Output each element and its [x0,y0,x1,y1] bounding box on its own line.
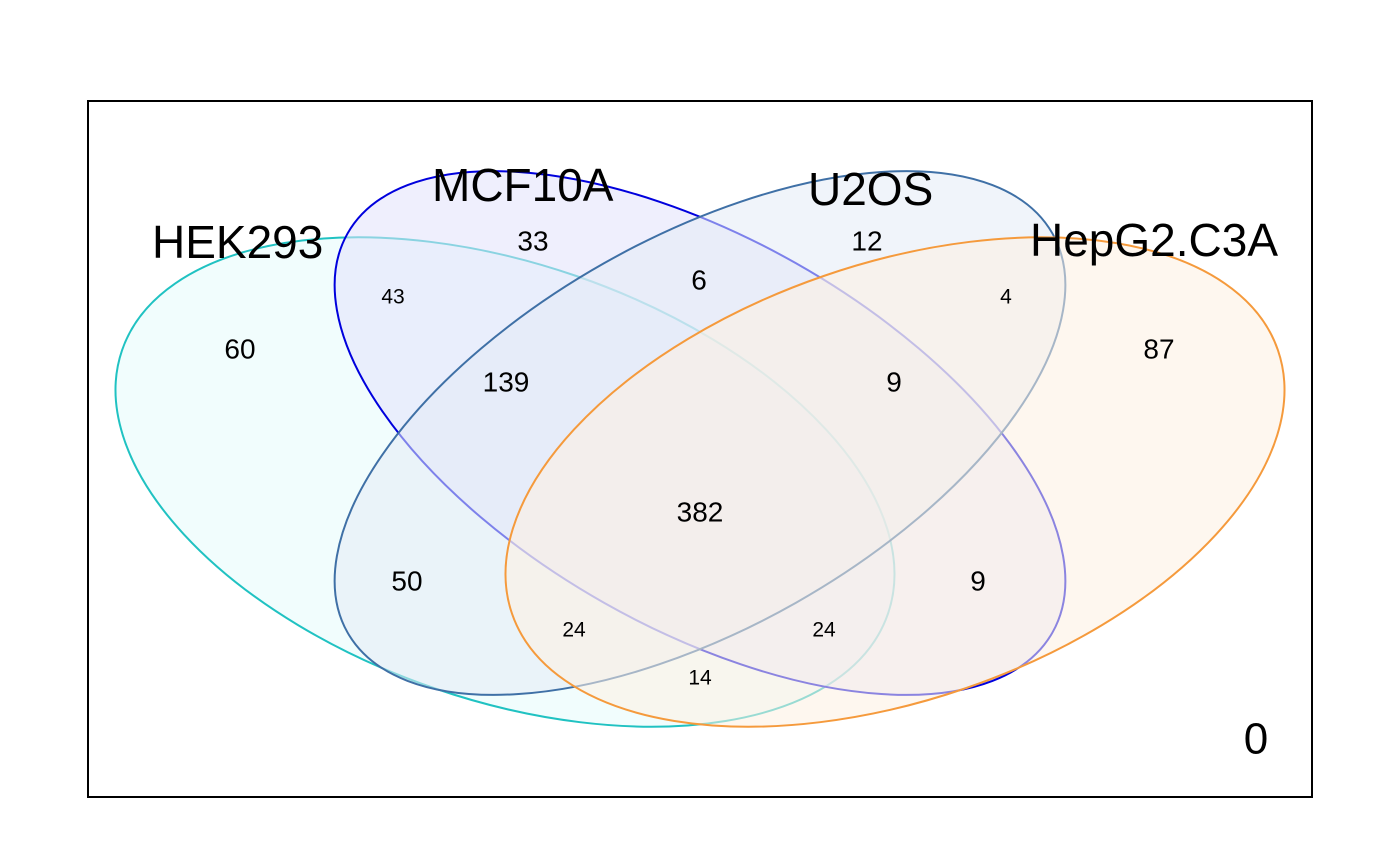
count-hek293-only: 60 [224,333,255,364]
count-hek293-mcf10a: 43 [381,286,404,309]
set-ellipse-hepg2 [504,236,1286,728]
count-hek293-hepg2: 14 [688,667,712,690]
count-u2os-hepg2: 4 [1000,286,1012,309]
count-hek293-u2os: 50 [391,565,422,596]
count-mcf10a-only: 33 [517,225,548,256]
set-label-u2os: U2OS [808,163,933,215]
count-outside: 0 [1244,715,1268,764]
count-mcf10a-u2os-hepg2: 9 [886,366,902,397]
set-label-hek293: HEK293 [152,216,323,268]
count-hek293-mcf10a-hepg2: 24 [812,619,836,642]
count-hek293-u2os-hepg2: 24 [562,619,586,642]
count-hek293-mcf10a-u2os: 139 [483,366,530,397]
count-all-four: 382 [677,496,724,527]
count-u2os-only: 12 [851,225,882,256]
set-label-hepg2: HepG2.C3A [1030,214,1278,266]
count-hepg2-only: 87 [1143,333,1174,364]
count-mcf10a-u2os: 6 [691,264,707,295]
set-label-mcf10a: MCF10A [432,159,614,211]
plot-frame [87,100,1313,798]
count-mcf10a-hepg2: 9 [970,565,986,596]
